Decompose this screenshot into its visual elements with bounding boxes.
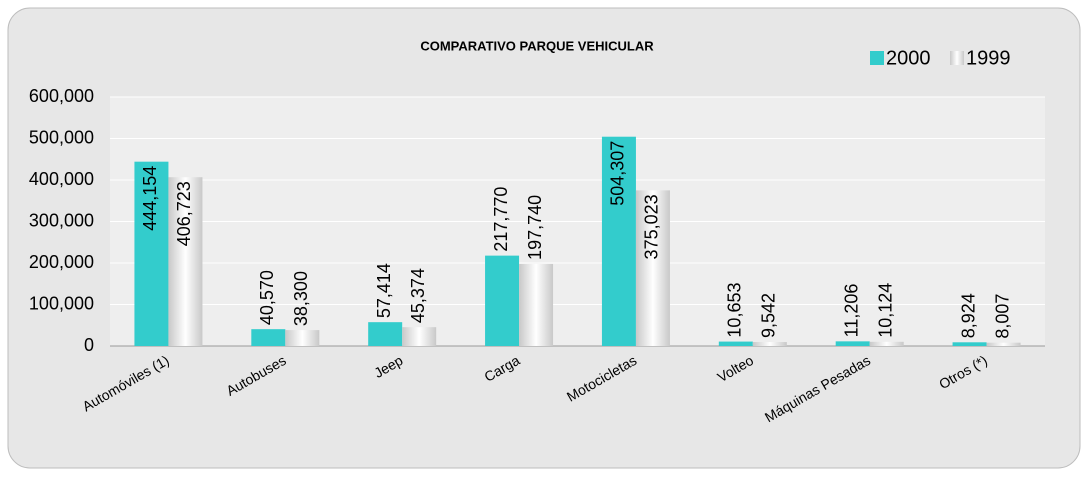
bar bbox=[368, 322, 403, 346]
data-label: 11,206 bbox=[841, 284, 861, 338]
data-label: 10,653 bbox=[725, 283, 745, 338]
data-label: 406,723 bbox=[174, 181, 194, 246]
bar bbox=[601, 136, 636, 346]
data-label: 8,007 bbox=[992, 294, 1012, 339]
data-label: 197,740 bbox=[525, 195, 545, 260]
chart-title: COMPARATIVO PARQUE VEHICULAR bbox=[420, 38, 654, 53]
data-label: 10,124 bbox=[875, 283, 895, 338]
y-tick-label: 600,000 bbox=[29, 86, 94, 106]
bar bbox=[402, 327, 437, 346]
bar bbox=[519, 263, 554, 346]
legend-swatch bbox=[950, 51, 964, 65]
y-tick-label: 300,000 bbox=[29, 210, 94, 230]
data-label: 38,300 bbox=[291, 271, 311, 326]
data-label: 9,542 bbox=[759, 293, 779, 338]
bar bbox=[835, 341, 870, 346]
data-label: 57,414 bbox=[374, 263, 394, 318]
data-label: 217,770 bbox=[491, 187, 511, 252]
legend-label: 1999 bbox=[966, 47, 1011, 69]
bar bbox=[251, 329, 286, 346]
y-tick-label: 0 bbox=[84, 335, 94, 355]
legend-label: 2000 bbox=[886, 47, 931, 69]
y-tick-label: 500,000 bbox=[29, 127, 94, 147]
data-label: 45,374 bbox=[408, 268, 428, 323]
bar bbox=[718, 341, 753, 346]
data-label: 375,023 bbox=[642, 194, 662, 259]
bar bbox=[134, 161, 169, 346]
bar bbox=[752, 342, 787, 346]
bar bbox=[285, 330, 320, 346]
legend-swatch bbox=[870, 51, 884, 65]
bar bbox=[168, 177, 203, 346]
data-label: 444,154 bbox=[140, 166, 160, 231]
bar bbox=[986, 342, 1021, 346]
legend: 2000 1999 bbox=[870, 47, 1011, 69]
y-tick-label: 200,000 bbox=[29, 252, 94, 272]
bar bbox=[952, 342, 987, 346]
bar bbox=[869, 341, 904, 346]
bar bbox=[635, 190, 670, 346]
y-tick-label: 400,000 bbox=[29, 169, 94, 189]
y-tick-label: 100,000 bbox=[29, 293, 94, 313]
data-label: 40,570 bbox=[257, 270, 277, 325]
data-label: 8,924 bbox=[958, 293, 978, 338]
data-label: 504,307 bbox=[608, 141, 628, 206]
bar bbox=[485, 255, 520, 346]
